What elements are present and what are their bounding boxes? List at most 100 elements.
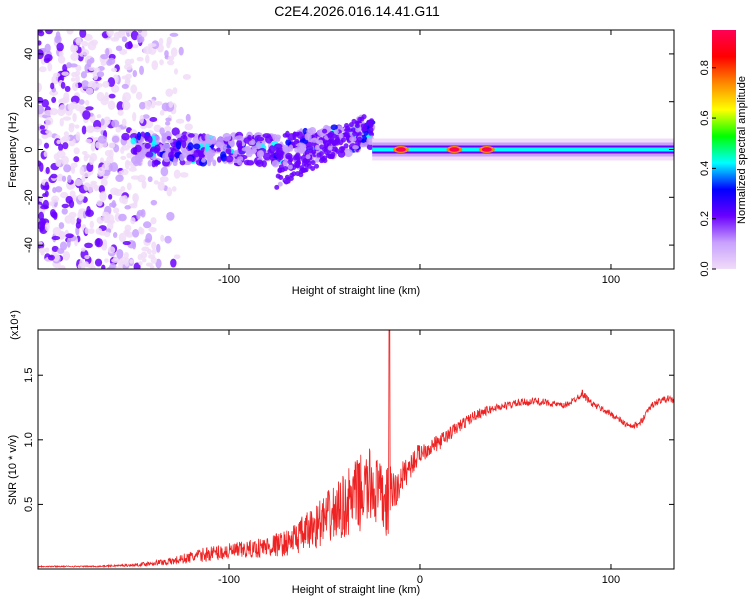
noise-blob xyxy=(149,116,158,122)
band-blob xyxy=(321,128,328,134)
noise-blob xyxy=(160,166,169,177)
noise-blob xyxy=(116,101,125,112)
noise-blob xyxy=(175,118,185,124)
stripe-blob xyxy=(303,167,309,173)
noise-blob xyxy=(115,174,124,183)
noise-blob xyxy=(150,99,156,109)
noise-blob xyxy=(80,80,90,90)
noise-blob xyxy=(51,245,59,252)
band-blob xyxy=(222,132,232,142)
spectrogram-y-tick-label: -20 xyxy=(23,189,35,205)
snr-y-tick-label: 1.5 xyxy=(23,368,35,383)
noise-blob xyxy=(185,113,191,122)
spectrogram-x-tick-label: -100 xyxy=(218,274,240,286)
noise-blob xyxy=(129,58,135,64)
band-blob xyxy=(205,153,212,160)
noise-blob xyxy=(89,57,95,64)
band-blob xyxy=(300,145,307,153)
band-blob xyxy=(166,135,172,141)
noise-blob xyxy=(38,66,47,73)
stripe-blob xyxy=(338,133,344,139)
snr-x-label: Height of straight line (km) xyxy=(292,584,420,596)
noise-blob xyxy=(137,30,143,34)
noise-blob xyxy=(52,187,57,194)
noise-blob xyxy=(84,227,90,235)
snr-panel: -100 0 100 0.5 1.0 1.5 Height of straight li… xyxy=(7,310,675,596)
noise-blob xyxy=(54,35,62,44)
noise-blob xyxy=(141,246,150,252)
noise-blob xyxy=(51,195,60,203)
snr-x-tick-label: 0 xyxy=(417,574,423,586)
band-blob xyxy=(256,150,264,158)
noise-blob xyxy=(55,186,63,193)
noise-blob xyxy=(38,211,45,221)
stripe-blob xyxy=(340,137,346,143)
noise-blob xyxy=(160,234,165,242)
noise-blob xyxy=(60,98,68,103)
snr-y-tick-label: 0.5 xyxy=(23,497,35,512)
band-blob xyxy=(225,148,232,155)
noise-blob xyxy=(48,201,55,206)
noise-blob xyxy=(89,220,95,229)
noise-blob xyxy=(69,63,78,68)
noise-blob xyxy=(109,162,119,172)
noise-blob xyxy=(143,46,152,55)
noise-blob xyxy=(140,209,146,218)
noise-blob xyxy=(71,81,79,92)
noise-blob xyxy=(124,41,133,50)
noise-blob xyxy=(51,211,58,219)
noise-blob xyxy=(73,156,80,163)
band-blob xyxy=(147,135,153,144)
snr-x-tick-label: 100 xyxy=(602,574,620,586)
colorbar-tick-label: 0.0 xyxy=(699,261,711,276)
noise-blob xyxy=(80,247,86,252)
noise-blob xyxy=(75,131,81,141)
noise-blob xyxy=(169,32,179,37)
noise-blob xyxy=(125,161,133,166)
noise-blob xyxy=(147,43,157,48)
stripe-blob xyxy=(282,166,288,172)
band-blob xyxy=(271,160,280,168)
noise-blob xyxy=(60,155,69,166)
colorbar-gradient xyxy=(712,30,736,269)
noise-blob xyxy=(115,126,122,133)
chart-title: C2E4.2026.016.14.41.G11 xyxy=(274,3,440,19)
noise-blob xyxy=(60,81,66,89)
band-blob xyxy=(237,159,242,166)
band-blob xyxy=(142,148,147,155)
band-blob xyxy=(204,133,211,142)
band-blob xyxy=(136,157,141,164)
noise-blob xyxy=(95,238,101,246)
stripe-blob xyxy=(327,145,333,151)
noise-blob xyxy=(101,264,106,269)
noise-blob xyxy=(125,73,132,80)
noise-blob xyxy=(132,69,138,78)
snr-y-ticks: 0.5 1.0 1.5 xyxy=(23,368,674,512)
stripe-blob xyxy=(291,171,297,177)
band-blob xyxy=(250,138,256,146)
noise-blob xyxy=(132,193,138,202)
noise-blob xyxy=(132,228,140,238)
noise-blob xyxy=(138,261,143,266)
noise-blob xyxy=(98,185,106,194)
band-blob xyxy=(134,144,142,153)
noise-blob xyxy=(141,180,147,189)
snr-x-tick-label: -100 xyxy=(218,574,240,586)
noise-blob xyxy=(56,173,64,182)
band-blob xyxy=(360,141,368,148)
noise-blob xyxy=(184,123,193,131)
noise-blob xyxy=(136,211,141,220)
noise-blob xyxy=(139,114,144,124)
noise-blob xyxy=(66,30,74,35)
snr-frame xyxy=(37,329,675,570)
stripe-blob xyxy=(323,143,329,149)
noise-blob xyxy=(62,116,72,121)
noise-blob xyxy=(51,235,61,241)
noise-blob xyxy=(111,199,116,209)
snr-x-ticks: -100 0 100 xyxy=(218,330,620,586)
noise-blob xyxy=(159,176,169,183)
noise-blob xyxy=(137,253,143,261)
stripe-blob xyxy=(274,184,280,190)
stripe-blob xyxy=(333,139,339,145)
band-blob xyxy=(308,126,317,135)
